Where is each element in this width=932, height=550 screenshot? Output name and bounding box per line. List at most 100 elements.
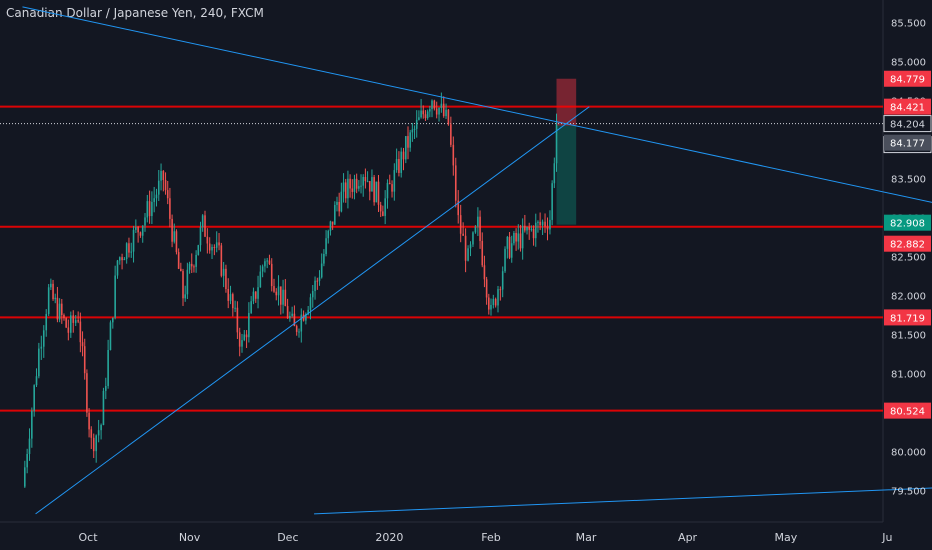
price-label-text: 84.177: [890, 139, 925, 150]
candle-body: [69, 315, 72, 333]
candle-body: [331, 221, 334, 225]
candle-body: [47, 287, 50, 314]
candle-body: [309, 297, 312, 310]
candle-body: [128, 243, 130, 253]
candle-body: [169, 198, 171, 219]
candle-body: [553, 163, 556, 184]
candle-body: [201, 215, 204, 228]
candle-body: [521, 225, 524, 249]
price-label-bg: [884, 134, 931, 151]
candle-body: [483, 265, 486, 280]
candle-body: [327, 230, 330, 239]
chart-title: Canadian Dollar / Japanese Yen, 240, FXC…: [6, 6, 264, 20]
candle-body: [555, 124, 558, 164]
candle-body: [494, 298, 497, 306]
candle-body: [182, 271, 184, 299]
candle-body: [546, 226, 549, 230]
price-label-text: 84.779: [890, 75, 925, 86]
candle-body: [517, 233, 520, 242]
candle-body: [528, 226, 531, 230]
candle-body: [499, 289, 502, 291]
candle-body: [270, 263, 273, 287]
candle-body: [58, 303, 61, 320]
candle-body: [208, 243, 211, 251]
candle-body: [510, 243, 513, 258]
candle-body: [485, 279, 488, 298]
candle-body: [261, 266, 264, 272]
candle-body: [347, 178, 349, 199]
candle-body: [411, 129, 414, 133]
candle-body: [293, 313, 296, 327]
candle-body: [277, 286, 280, 296]
candle-body: [190, 263, 193, 267]
price-label-bg: [884, 402, 931, 419]
candle-body: [320, 263, 323, 278]
candle-body: [56, 297, 59, 320]
candle-body: [342, 182, 345, 192]
candle-body: [279, 286, 282, 305]
candle-body: [79, 321, 82, 343]
y-tick-label: 83.500: [891, 175, 926, 186]
candle-body: [506, 236, 509, 249]
candle-body: [245, 334, 248, 338]
candle-body: [114, 275, 116, 318]
candle-body: [213, 246, 216, 248]
candle-body: [220, 245, 223, 276]
price-label-text: 84.204: [890, 120, 925, 131]
price-label-text: 82.908: [890, 219, 925, 230]
candle-body: [130, 251, 133, 253]
y-tick-label: 80.000: [891, 448, 926, 459]
price-label-text: 81.719: [890, 313, 925, 324]
price-label-bg: [884, 70, 931, 87]
candle-body: [232, 294, 234, 309]
candle-body: [31, 410, 33, 439]
candle-body: [481, 240, 484, 266]
candle-body: [362, 176, 365, 186]
candle-body: [530, 228, 533, 230]
y-tick-label: 85.000: [891, 58, 926, 69]
candle-body: [450, 124, 452, 145]
candle-body: [193, 266, 195, 268]
candle-body: [63, 315, 65, 319]
candle-body: [438, 108, 440, 115]
candle-body: [340, 191, 343, 212]
candle-body: [148, 201, 151, 217]
candle-body: [26, 453, 28, 468]
candle-body: [90, 429, 93, 438]
candle-body: [338, 201, 340, 212]
candle-body: [424, 114, 427, 119]
candle-body: [409, 132, 411, 148]
candle-body: [422, 110, 425, 115]
candle-body: [316, 280, 319, 282]
candle-body: [400, 151, 403, 173]
candle-body: [418, 117, 420, 120]
candle-body: [199, 227, 202, 246]
candle-body: [351, 188, 354, 192]
candle-body: [295, 326, 298, 332]
candle-body: [302, 314, 305, 321]
candle-body: [250, 301, 252, 313]
candle-body: [462, 233, 464, 236]
candle-body: [42, 330, 45, 347]
candle-body: [442, 103, 445, 117]
candle-body: [284, 289, 287, 307]
candles: [24, 92, 558, 488]
candle-body: [398, 159, 400, 173]
price-label-bg: [884, 235, 931, 252]
candle-body: [353, 178, 356, 192]
candle-body: [375, 181, 378, 203]
candle-body: [474, 226, 477, 233]
candle-body: [318, 277, 321, 281]
candle-body: [157, 180, 160, 195]
candle-body: [88, 412, 90, 430]
candle-body: [490, 304, 492, 310]
candle-body: [426, 111, 429, 119]
x-tick-label: Ju: [881, 531, 892, 544]
price-label: 84.177: [884, 134, 931, 151]
candle-body: [137, 226, 139, 233]
candle-body: [544, 221, 546, 227]
candle-body: [86, 373, 88, 413]
candle-body: [282, 289, 284, 305]
price-label-bg: [884, 214, 931, 231]
